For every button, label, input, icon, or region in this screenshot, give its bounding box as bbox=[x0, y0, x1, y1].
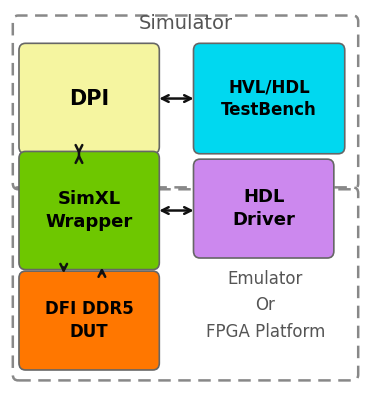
FancyBboxPatch shape bbox=[19, 43, 159, 154]
FancyBboxPatch shape bbox=[19, 271, 159, 370]
Text: DPI: DPI bbox=[69, 89, 109, 108]
Text: DFI DDR5
DUT: DFI DDR5 DUT bbox=[45, 300, 134, 341]
Text: Simulator: Simulator bbox=[138, 14, 233, 33]
FancyBboxPatch shape bbox=[194, 43, 345, 154]
Text: HVL/HDL
TestBench: HVL/HDL TestBench bbox=[221, 78, 317, 119]
Text: HDL
Driver: HDL Driver bbox=[232, 188, 295, 229]
Text: SimXL
Wrapper: SimXL Wrapper bbox=[46, 190, 133, 231]
Text: Emulator
Or
FPGA Platform: Emulator Or FPGA Platform bbox=[206, 270, 325, 340]
FancyBboxPatch shape bbox=[19, 151, 159, 269]
FancyBboxPatch shape bbox=[194, 159, 334, 258]
